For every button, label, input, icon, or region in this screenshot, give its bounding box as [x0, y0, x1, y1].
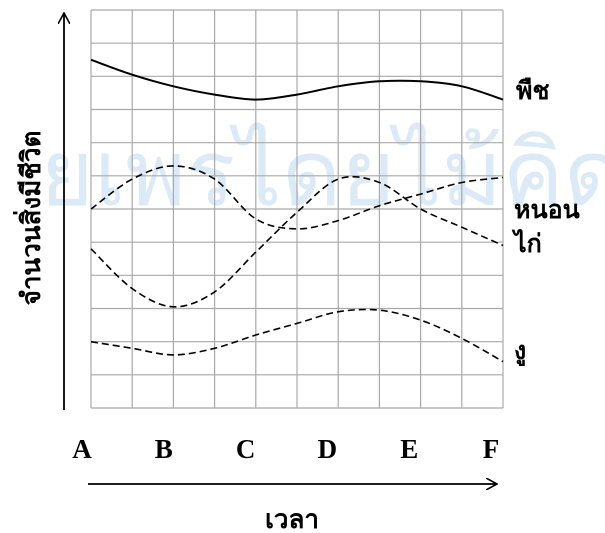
series-label-plant: พืช: [516, 76, 549, 105]
x-tick-label: B: [155, 434, 173, 464]
grid-lines: [90, 9, 504, 409]
series-label-worm: หนอน: [514, 195, 580, 224]
series-line-worm: [90, 165, 504, 230]
series-line-snake: [90, 308, 504, 363]
x-tick-labels: A B C D E F: [72, 434, 499, 464]
series-layer: [90, 58, 504, 363]
x-tick-label: C: [236, 434, 256, 464]
series-label-snake: งู: [514, 336, 526, 367]
series-label-chicken: ไก่: [511, 228, 542, 258]
x-axis-title: เวลา: [265, 505, 319, 533]
x-tick-label: A: [72, 434, 92, 464]
x-tick-label: E: [400, 434, 418, 464]
y-axis-title: จำนวนสิ่งมีชีวิต: [12, 131, 47, 306]
x-tick-label: F: [483, 434, 500, 464]
x-tick-label: D: [318, 434, 338, 464]
series-line-plant: [90, 58, 504, 101]
series-line-chicken: [90, 175, 504, 308]
